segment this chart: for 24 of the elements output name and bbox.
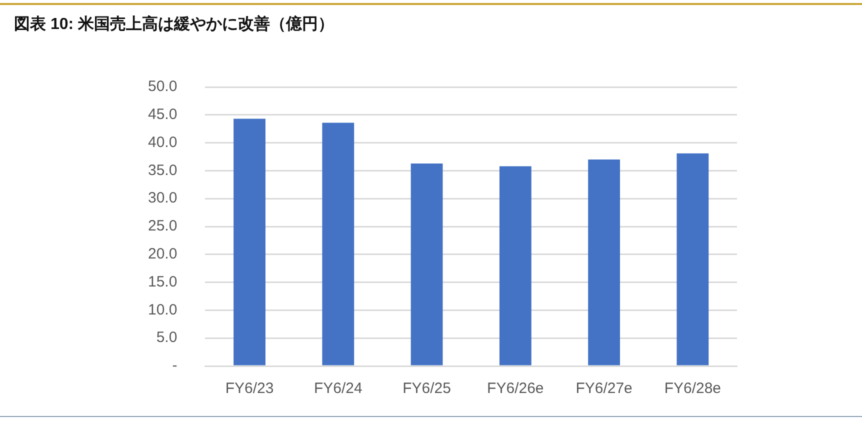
bar	[410, 163, 443, 366]
bar	[676, 153, 709, 366]
y-tick-label: 10.0	[148, 301, 178, 318]
y-tick-label: 40.0	[148, 134, 178, 151]
chart-title: 図表 10: 米国売上高は緩やかに改善（億円）	[14, 14, 334, 35]
y-tick-label: 50.0	[148, 78, 178, 96]
y-tick-label: 30.0	[148, 190, 178, 207]
bar	[588, 160, 620, 366]
x-tick-label: FY6/25	[402, 380, 451, 398]
x-tick-label: FY6/24	[314, 380, 362, 398]
bar	[322, 122, 354, 366]
y-tick-label: 5.0	[156, 329, 178, 346]
y-tick-label: -	[172, 357, 178, 374]
x-tick-label: FY6/28e	[664, 380, 722, 398]
bar	[499, 166, 532, 366]
x-tick-label: FY6/23	[225, 380, 274, 398]
y-tick-label: 20.0	[148, 246, 178, 263]
y-tick-label: 15.0	[148, 273, 178, 290]
bar	[234, 118, 266, 366]
x-tick-label: FY6/26e	[487, 380, 544, 398]
y-tick-label: 25.0	[148, 218, 178, 235]
x-tick-label: FY6/27e	[576, 380, 632, 398]
y-tick-label: 35.0	[148, 162, 178, 179]
y-tick-label: 45.0	[148, 106, 178, 124]
